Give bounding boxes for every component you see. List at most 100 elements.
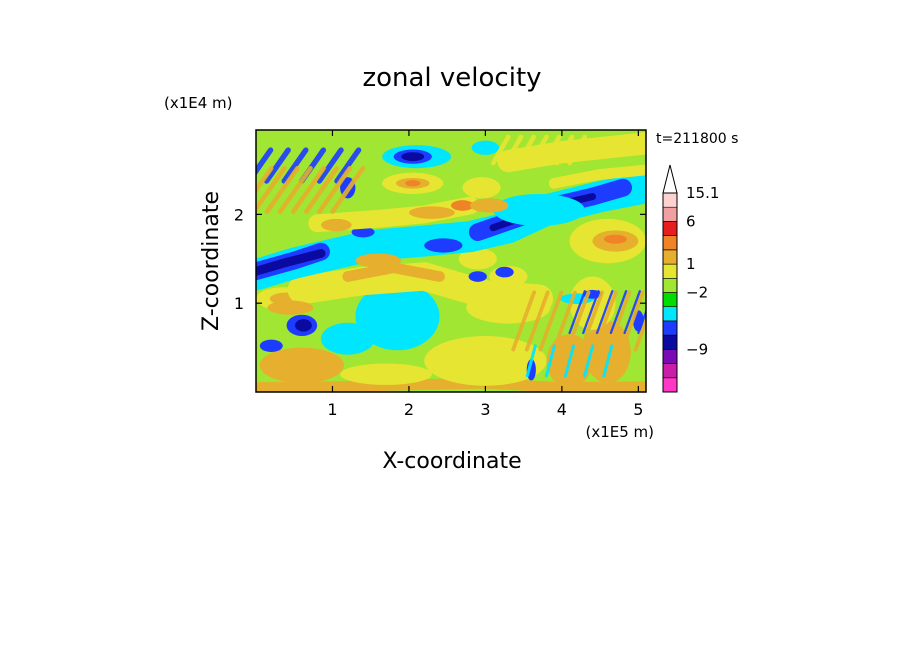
contour-region — [351, 226, 375, 238]
contour-region — [405, 180, 421, 187]
contour-band — [342, 262, 445, 282]
contour-stripe — [582, 290, 600, 335]
contour-stripe — [525, 344, 537, 378]
x-tick-label: 1 — [327, 400, 337, 419]
colorbar-bin — [662, 221, 678, 236]
contour-stripe — [304, 166, 340, 214]
colorbar-bin — [662, 349, 678, 364]
colorbar-bin — [662, 306, 678, 322]
contour-stripe — [503, 134, 524, 166]
contour-stripe — [264, 166, 300, 214]
contour-stripe — [281, 147, 309, 184]
contour-band — [548, 164, 646, 189]
chart-title: zonal velocity — [362, 63, 541, 93]
contour-region — [267, 300, 314, 315]
colorbar-bin — [662, 334, 678, 350]
contour-region — [584, 320, 631, 384]
contour-band — [256, 377, 646, 392]
contour-stripe — [516, 134, 537, 166]
contour-region — [424, 336, 547, 386]
contour-stripes — [525, 344, 614, 378]
y-axis: 12 — [234, 205, 646, 313]
contour-region — [355, 253, 402, 268]
y-tick-label: 2 — [234, 205, 244, 224]
x-axis: 1 2 3 4 5 — [327, 130, 643, 419]
contour-stripes — [568, 290, 646, 335]
contour-stripe — [595, 290, 614, 335]
x-tick-label: 4 — [557, 400, 567, 419]
contour-region — [408, 206, 455, 219]
contour-stripe — [277, 166, 313, 214]
contour-stripe — [317, 166, 353, 214]
contour-stripe — [583, 344, 595, 378]
contour-region — [355, 282, 440, 351]
x-tick-label: 5 — [633, 400, 643, 419]
colorbar-bin — [662, 206, 678, 222]
colorbar-bin — [662, 292, 678, 307]
contour-stripe — [316, 147, 344, 184]
contour-stripe — [524, 290, 550, 352]
colorbar-bin — [662, 320, 678, 336]
contour-stripe — [563, 344, 576, 378]
x-tick-label: 3 — [480, 400, 490, 419]
contour-stripe — [256, 147, 274, 176]
contour-region — [424, 238, 463, 253]
contour-region — [259, 339, 283, 353]
colorbar-bin — [662, 249, 678, 265]
contour-stripe — [544, 344, 556, 378]
contour-region — [451, 200, 474, 211]
contour-region — [458, 248, 497, 270]
contour-region — [462, 177, 501, 199]
contour-region — [603, 234, 627, 244]
colorbar-frame — [662, 192, 678, 393]
contour-stripe — [263, 147, 291, 184]
colorbar-label: 1 — [686, 255, 696, 273]
contour-stripe — [579, 290, 604, 352]
contour-stripe — [567, 134, 588, 166]
y-axis-label: Z-coordinate — [199, 191, 224, 331]
colorbar-bin — [662, 277, 678, 293]
contour-stripe — [609, 290, 628, 335]
contour-region — [401, 152, 425, 162]
contour-region — [470, 198, 509, 213]
x-tick-label: 2 — [404, 400, 414, 419]
contour-field — [256, 130, 646, 392]
contour-region — [295, 319, 312, 332]
y-tick-label: 1 — [234, 294, 244, 313]
contour-stripe — [256, 166, 287, 213]
plot-frame — [255, 129, 647, 393]
colorbar-bin — [662, 377, 678, 393]
colorbar-bin — [662, 192, 678, 208]
contour-stripe — [620, 290, 645, 352]
contour-stripe — [330, 166, 366, 214]
colorbar-extension-arrow — [662, 164, 678, 194]
contour-region — [340, 363, 432, 385]
contour-stripe — [637, 308, 646, 335]
colorbar-label: −9 — [686, 340, 708, 358]
contour-band — [256, 249, 326, 276]
contour-stripe — [623, 290, 641, 335]
colorbar-label: −2 — [686, 284, 708, 302]
contour-stripe — [565, 290, 591, 352]
colorbar-label: 6 — [686, 212, 696, 230]
x-unit-label: (x1E5 m) — [585, 423, 654, 441]
colorbar-bin — [662, 235, 678, 251]
contour-stripe — [568, 290, 586, 335]
contour-stripe — [541, 134, 562, 166]
contour-region — [468, 271, 487, 282]
contour-stripe — [592, 290, 618, 352]
contour-region — [495, 266, 514, 278]
contour-stripes — [511, 290, 646, 352]
contour-stripe — [290, 166, 326, 214]
contour-stripe — [334, 147, 362, 184]
contour-stripe — [633, 315, 646, 352]
contour-stripe — [529, 134, 549, 166]
contour-region — [471, 140, 500, 155]
contour-region — [340, 334, 371, 353]
contour-region — [321, 218, 352, 232]
contour-stripe — [538, 290, 564, 352]
contour-stripe — [606, 290, 632, 352]
contour-region — [493, 193, 585, 226]
y-unit-label: (x1E4 m) — [164, 94, 233, 112]
